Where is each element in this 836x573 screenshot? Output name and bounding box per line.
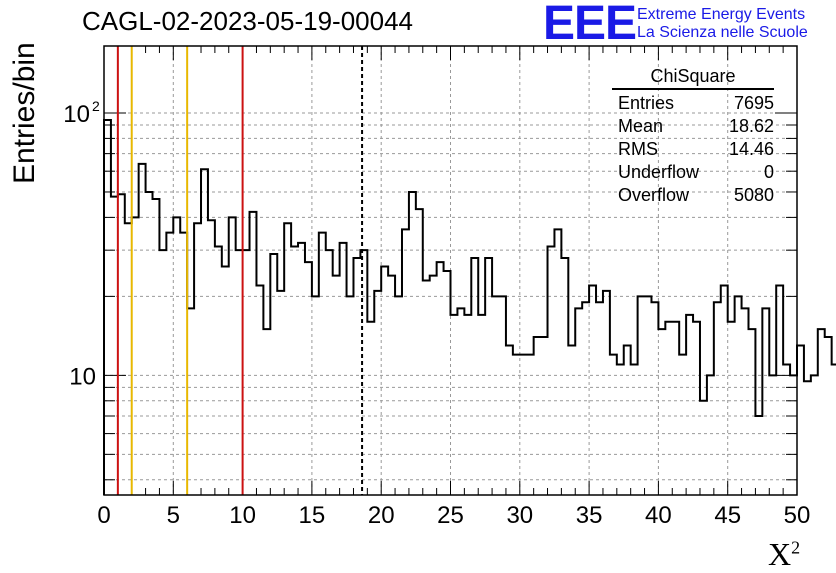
stats-label: RMS — [618, 139, 658, 159]
eee-logo: EEE — [543, 0, 637, 50]
stats-box: ChiSquare Entries 7695 Mean 18.62 RMS 14.46 Un… — [612, 66, 774, 208]
y-tick-label: 10 — [69, 363, 96, 390]
y-tick-label-exponent: 2 — [92, 98, 100, 114]
stats-label: Underflow — [618, 162, 700, 182]
x-tick-label: 30 — [506, 502, 533, 529]
stats-row: RMS 14.46 — [612, 139, 774, 162]
stats-value: 18.62 — [728, 116, 774, 136]
x-tick-label: 0 — [97, 502, 110, 529]
x-tick-label: 25 — [437, 502, 464, 529]
stats-label: Overflow — [618, 185, 690, 205]
stats-row: Entries 7695 — [612, 93, 774, 116]
stats-value: 5080 — [733, 185, 774, 205]
x-tick-label: 10 — [229, 502, 256, 529]
stats-title: ChiSquare — [612, 66, 774, 90]
x-axis-label: X2 — [768, 536, 801, 572]
x-tick-label: 20 — [368, 502, 395, 529]
x-tick-label: 35 — [576, 502, 603, 529]
logo-subtitle-1: Extreme Energy Events — [637, 6, 806, 23]
plot-frame — [103, 45, 798, 496]
y-axis-label: Entries/bin — [8, 42, 41, 184]
stats-row: Mean 18.62 — [612, 116, 774, 139]
stats-label: Entries — [618, 93, 675, 113]
stats-row: Underflow 0 — [612, 162, 774, 185]
logo-subtitle-2: La Scienza nelle Scuole — [637, 24, 808, 41]
x-tick-label: 50 — [784, 502, 811, 529]
stats-value: 7695 — [733, 93, 774, 113]
y-tick-label: 10 — [63, 101, 90, 128]
plot-title: CAGL-02-2023-05-19-00044 — [82, 6, 413, 36]
x-tick-label: 15 — [299, 502, 326, 529]
x-tick-label: 40 — [645, 502, 672, 529]
stats-value: 0 — [763, 162, 774, 182]
x-tick-label: 45 — [714, 502, 741, 529]
stats-row: Overflow 5080 — [612, 185, 774, 208]
stats-label: Mean — [618, 116, 664, 136]
histogram-line — [103, 119, 836, 495]
x-tick-label: 5 — [167, 502, 180, 529]
stats-value: 14.46 — [728, 139, 774, 159]
